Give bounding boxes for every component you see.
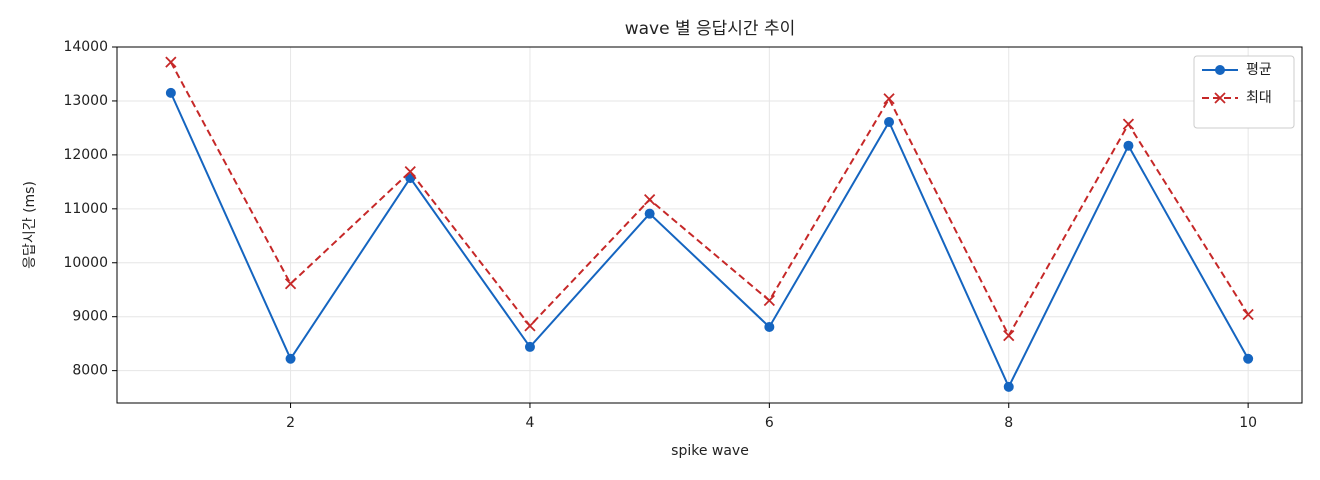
marker — [1003, 329, 1015, 342]
marker-stroke — [524, 320, 536, 332]
y-tick-label: 10000 — [63, 255, 108, 271]
legend-label: 평균 — [1246, 62, 1272, 78]
marker — [285, 353, 296, 364]
marker — [763, 294, 775, 307]
marker-stroke — [284, 278, 297, 290]
marker — [644, 194, 656, 206]
x-axis-label: spike wave — [671, 443, 749, 459]
y-tick-label: 11000 — [63, 201, 108, 217]
marker — [1243, 353, 1254, 364]
marker — [764, 321, 775, 332]
y-axis-label: 응답시간 (ms) — [22, 181, 38, 269]
y-tick-label: 8000 — [72, 363, 108, 379]
series-line — [169, 92, 1250, 390]
x-tick-label: 10 — [1239, 415, 1257, 431]
marker — [524, 341, 535, 352]
marker — [404, 165, 416, 178]
marker — [1122, 118, 1135, 130]
x-tick-label: 6 — [765, 415, 774, 431]
y-tick-label: 13000 — [63, 93, 108, 109]
x-tick-label: 8 — [1004, 415, 1013, 431]
marker — [644, 208, 655, 219]
legend-box — [1193, 55, 1295, 129]
y-tick-label: 12000 — [63, 147, 108, 163]
marker — [1123, 140, 1134, 151]
marker-stroke — [404, 165, 416, 178]
series-line — [169, 61, 1249, 338]
marker — [1214, 92, 1226, 104]
legend-label: 최대 — [1246, 90, 1272, 106]
marker — [524, 320, 536, 332]
marker — [1215, 65, 1225, 75]
marker — [1003, 381, 1014, 392]
marker-stroke — [1122, 118, 1135, 130]
marker-stroke — [883, 93, 895, 105]
chart-title: wave 별 응답시간 추이 — [625, 19, 796, 39]
marker — [284, 278, 297, 290]
marker — [1242, 308, 1254, 321]
x-tick-label: 2 — [286, 415, 295, 431]
y-tick-label: 14000 — [63, 39, 108, 55]
y-tick-label: 9000 — [72, 309, 108, 325]
marker-stroke — [644, 194, 656, 206]
marker-stroke — [1242, 308, 1254, 321]
x-tick-label: 4 — [525, 415, 534, 431]
marker — [165, 87, 176, 98]
marker-stroke — [763, 294, 775, 307]
marker — [165, 56, 177, 68]
marker — [883, 93, 895, 105]
marker — [884, 116, 895, 127]
marker-stroke — [1214, 92, 1226, 104]
marker-stroke — [165, 56, 177, 68]
marker-stroke — [1003, 329, 1015, 342]
plot-frame — [116, 46, 1303, 404]
